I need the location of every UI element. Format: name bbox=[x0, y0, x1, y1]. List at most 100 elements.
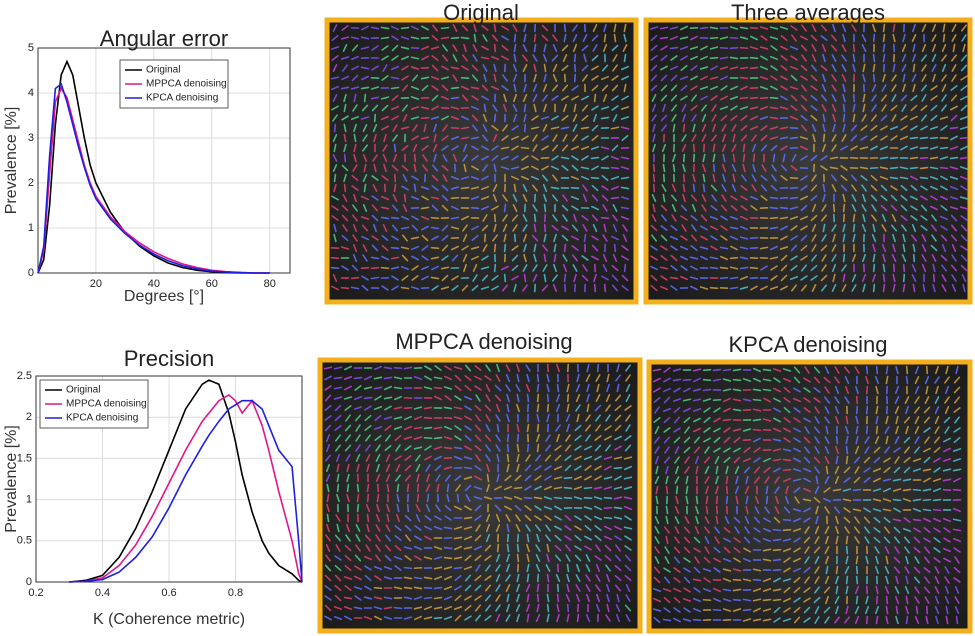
vector-glyph bbox=[652, 608, 662, 612]
vector-glyph bbox=[714, 536, 720, 544]
vector-glyph bbox=[485, 414, 491, 422]
vector-glyph bbox=[905, 365, 909, 375]
vector-glyph bbox=[441, 194, 449, 202]
vector-glyph bbox=[702, 173, 706, 183]
vector-glyph bbox=[950, 214, 958, 222]
vector-glyph bbox=[772, 528, 782, 532]
vector-glyph bbox=[834, 616, 840, 624]
vector-glyph bbox=[405, 534, 411, 542]
vector-glyph bbox=[765, 495, 769, 505]
vector-glyph bbox=[361, 275, 369, 281]
vector-glyph bbox=[424, 445, 432, 451]
vector-glyph bbox=[413, 586, 423, 590]
vector-glyph bbox=[855, 415, 859, 425]
vector-glyph bbox=[890, 224, 898, 232]
vector-glyph bbox=[694, 556, 700, 564]
vector-glyph bbox=[401, 84, 409, 92]
vector-glyph bbox=[506, 433, 510, 443]
vector-glyph bbox=[903, 536, 911, 544]
vector-glyph bbox=[871, 94, 877, 102]
vector-glyph bbox=[941, 243, 947, 253]
vector-glyph bbox=[545, 534, 551, 542]
vector-glyph bbox=[813, 397, 821, 403]
vector-glyph bbox=[443, 466, 453, 470]
vector-glyph bbox=[655, 485, 659, 495]
vector-glyph bbox=[463, 456, 473, 460]
vector-glyph bbox=[385, 524, 391, 532]
vector-glyph bbox=[526, 533, 530, 543]
vector-glyph bbox=[840, 184, 848, 192]
vector-glyph bbox=[486, 483, 490, 493]
vector-glyph bbox=[374, 414, 382, 422]
vector-glyph bbox=[420, 76, 430, 80]
vector-glyph bbox=[760, 125, 768, 131]
vector-glyph bbox=[572, 124, 578, 132]
vector-glyph bbox=[710, 184, 718, 192]
vector-glyph bbox=[793, 437, 801, 443]
vector-glyph bbox=[410, 96, 420, 100]
vector-glyph bbox=[354, 595, 362, 601]
vector-glyph bbox=[841, 264, 847, 272]
vector-glyph bbox=[652, 597, 662, 603]
vector-glyph bbox=[952, 528, 962, 532]
vector-glyph bbox=[703, 427, 711, 433]
vector-glyph bbox=[912, 488, 922, 492]
vector-glyph bbox=[683, 536, 691, 544]
vector-glyph bbox=[794, 496, 800, 504]
vector-glyph bbox=[502, 194, 508, 202]
vector-glyph bbox=[712, 597, 722, 603]
vector-glyph bbox=[959, 166, 969, 170]
vector-glyph bbox=[533, 103, 537, 113]
vector-glyph bbox=[954, 416, 960, 424]
vector-glyph bbox=[769, 96, 779, 100]
vector-glyph bbox=[452, 74, 458, 82]
vector-glyph bbox=[535, 563, 541, 573]
vector-glyph bbox=[335, 453, 341, 463]
vector-glyph bbox=[366, 493, 370, 503]
vector-glyph bbox=[506, 523, 510, 533]
vector-glyph bbox=[355, 434, 361, 442]
legend-label: KPCA denoising bbox=[66, 413, 138, 424]
vector-glyph bbox=[431, 174, 439, 182]
vector-glyph bbox=[393, 386, 403, 390]
vector-glyph bbox=[532, 204, 538, 212]
vector-glyph bbox=[480, 185, 490, 191]
vector-glyph bbox=[682, 163, 686, 173]
vector-glyph bbox=[682, 378, 692, 382]
vector-glyph bbox=[623, 486, 633, 490]
vector-glyph bbox=[614, 424, 622, 432]
vector-glyph bbox=[800, 124, 808, 132]
vector-glyph bbox=[834, 596, 840, 604]
vector-glyph bbox=[960, 185, 968, 191]
vector-glyph bbox=[729, 256, 739, 260]
vector-glyph bbox=[863, 456, 871, 464]
vector-glyph bbox=[844, 376, 850, 384]
vector-glyph bbox=[801, 24, 807, 32]
vector-glyph bbox=[396, 513, 400, 523]
vector-glyph bbox=[453, 416, 463, 420]
vector-glyph bbox=[673, 546, 681, 554]
vector-glyph bbox=[511, 254, 519, 262]
vector-glyph bbox=[401, 75, 409, 81]
vector-glyph bbox=[433, 546, 443, 550]
vector-glyph bbox=[953, 566, 961, 574]
vector-glyph bbox=[672, 378, 682, 382]
vector-glyph bbox=[934, 586, 940, 594]
vector-glyph bbox=[424, 375, 432, 381]
vector-glyph bbox=[543, 233, 547, 243]
vector-glyph bbox=[613, 243, 617, 253]
vector-glyph bbox=[901, 224, 907, 232]
vector-glyph bbox=[554, 544, 562, 552]
vector-glyph bbox=[835, 445, 839, 455]
vector-glyph bbox=[623, 526, 633, 530]
vector-glyph bbox=[370, 26, 380, 30]
vector-glyph bbox=[534, 475, 542, 481]
vector-glyph bbox=[333, 143, 337, 153]
vector-glyph bbox=[613, 456, 623, 460]
vector-glyph bbox=[333, 233, 337, 243]
vector-glyph bbox=[391, 224, 399, 232]
vector-glyph bbox=[373, 365, 383, 371]
vector-glyph bbox=[532, 264, 538, 272]
vector-glyph bbox=[621, 274, 629, 282]
vector-glyph bbox=[885, 555, 889, 565]
